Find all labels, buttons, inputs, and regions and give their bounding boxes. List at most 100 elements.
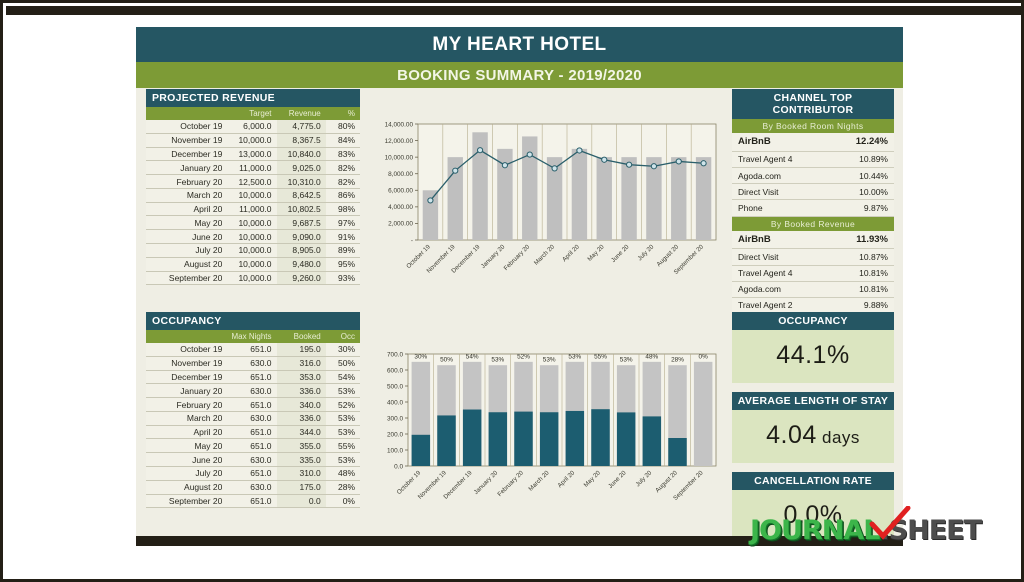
contributor-value: 10.00% (859, 186, 888, 197)
kpi-value: 4.04 days (766, 421, 860, 449)
contributor-value: 11.93% (856, 233, 888, 245)
cell-booked: 0.0 (276, 494, 326, 509)
bar-target (571, 148, 588, 240)
line-marker (650, 163, 658, 170)
cell-month: February 20 (146, 397, 228, 412)
y-tick-label: 300.0 (387, 415, 403, 422)
cell-booked: 344.0 (276, 425, 326, 440)
cell-revenue: 10,310.0 (276, 174, 326, 189)
line-marker (501, 162, 509, 169)
logo-text-journal: JOURNAL (750, 515, 880, 546)
cell-max-nights: 651.0 (227, 494, 277, 509)
kpi-card: AVERAGE LENGTH OF STAY 4.04 days (732, 392, 894, 463)
cell-occ: 53% (325, 425, 360, 440)
bar-booked (539, 412, 559, 466)
cell-pct: 80% (325, 120, 360, 134)
cell-month: May 20 (146, 215, 228, 231)
cell-max-nights: 651.0 (227, 370, 277, 385)
cell-revenue: 8,642.5 (276, 188, 326, 203)
channel-contributor-panel: CHANNEL TOP CONTRIBUTOR By Booked Room N… (732, 89, 894, 315)
bar-booked (642, 416, 662, 466)
cell-booked: 340.0 (276, 397, 326, 412)
cell-occ: 55% (325, 438, 360, 454)
cell-booked: 353.0 (276, 370, 326, 385)
bar-data-label: 28% (671, 357, 684, 364)
cell-occ: 54% (325, 370, 360, 385)
bar-target (546, 157, 563, 240)
dashboard: MY HEART HOTEL BOOKING SUMMARY - 2019/20… (136, 27, 903, 546)
y-tick-label: 100.0 (387, 447, 403, 454)
page-subtitle: BOOKING SUMMARY - 2019/2020 (136, 62, 903, 88)
line-marker (427, 197, 434, 204)
table-row: September 20 10,000.0 9,260.0 93% (146, 271, 360, 286)
cell-revenue: 10,840.0 (276, 147, 326, 162)
y-tick-label: 6,000.00 (388, 188, 413, 195)
cell-revenue: 9,687.5 (276, 215, 326, 231)
table-row: May 20 10,000.0 9,687.5 97% (146, 215, 360, 231)
kpi-card: OCCUPANCY 44.1% (732, 312, 894, 383)
cell-max-nights: 651.0 (227, 343, 277, 357)
contributor-value: 10.87% (859, 251, 888, 262)
cell-max-nights: 630.0 (227, 383, 277, 399)
contributor-name: Travel Agent 4 (738, 154, 793, 165)
line-marker (476, 147, 484, 154)
bar-booked (437, 415, 456, 466)
bar-booked (591, 409, 610, 466)
cell-pct: 93% (325, 271, 360, 286)
contributor-row: AirBnB 11.93% (732, 230, 894, 250)
cell-occ: 53% (325, 383, 360, 399)
kpi-value: 44.1% (776, 341, 850, 369)
col-revenue: Revenue (276, 107, 326, 120)
table-row: January 20 630.0 336.0 53% (146, 383, 360, 399)
kpi-value: 0.0% (783, 501, 843, 529)
table-row: May 20 651.0 355.0 55% (146, 438, 360, 454)
cell-booked: 335.0 (276, 452, 326, 468)
y-tick-label: 12,000.00 (385, 138, 414, 145)
y-tick-label: 0.0 (394, 463, 403, 470)
cell-occ: 50% (325, 356, 360, 371)
cell-month: November 19 (146, 356, 228, 371)
bar-target (596, 157, 612, 240)
cell-pct: 97% (325, 215, 360, 231)
col-pct: % (325, 107, 360, 120)
cell-occ: 52% (325, 397, 360, 412)
bar-booked (462, 409, 482, 466)
cell-max-nights: 630.0 (227, 452, 277, 468)
cell-month: January 20 (146, 160, 228, 176)
table-row: October 19 6,000.0 4,775.0 80% (146, 120, 360, 134)
bar-target (695, 157, 712, 240)
cell-month: March 20 (146, 188, 228, 203)
col-target: Target (227, 107, 277, 120)
cell-month: October 19 (146, 120, 228, 134)
contributor-group-label: By Booked Revenue (732, 216, 894, 231)
cell-target: 10,000.0 (227, 133, 277, 148)
cell-max-nights: 630.0 (227, 480, 277, 495)
bar-booked (488, 412, 508, 466)
occupancy-chart: 0.0 100.0 200.0 300.0 400.0 500.0 600.0 700.0 30… (364, 338, 722, 533)
cell-month: November 19 (146, 133, 228, 148)
cell-pct: 83% (325, 147, 360, 162)
cell-pct: 95% (325, 257, 360, 272)
bar-booked (514, 411, 533, 466)
cell-target: 11,000.0 (227, 202, 277, 217)
cell-max-nights: 651.0 (227, 466, 277, 481)
contributor-value: 10.44% (859, 170, 888, 181)
contributor-value: 10.89% (859, 154, 888, 165)
table-row: June 20 630.0 335.0 53% (146, 452, 360, 468)
y-tick-label: 200.0 (387, 431, 403, 438)
red-check-icon (869, 506, 911, 540)
cell-target: 6,000.0 (227, 120, 277, 134)
col-max-nights: Max Nights (227, 330, 277, 343)
cell-occ: 30% (325, 343, 360, 357)
contributor-row: Direct Visit 10.00% (732, 184, 894, 201)
table-row: November 19 10,000.0 8,367.5 84% (146, 133, 360, 148)
cell-pct: 89% (325, 243, 360, 258)
cell-occ: 53% (325, 452, 360, 468)
contributor-row: Direct Visit 10.87% (732, 249, 894, 266)
bar-booked (616, 412, 636, 466)
y-tick-label: 600.0 (387, 367, 403, 374)
cell-month: August 20 (146, 257, 228, 272)
cell-target: 13,000.0 (227, 147, 277, 162)
contributor-row: Phone 9.87% (732, 200, 894, 217)
